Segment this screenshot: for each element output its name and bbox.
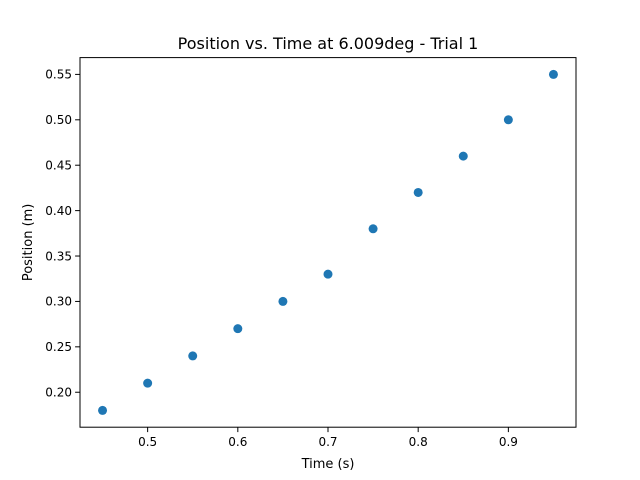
y-tick-label: 0.55: [45, 68, 72, 82]
data-point: [98, 405, 108, 415]
data-points: [98, 69, 558, 415]
x-tick-label: 0.7: [318, 435, 337, 449]
y-tick-label: 0.35: [45, 249, 72, 263]
y-tick-label: 0.45: [45, 159, 72, 173]
data-point: [143, 378, 153, 388]
y-tick-label: 0.30: [45, 295, 72, 309]
chart-title: Position vs. Time at 6.009deg - Trial 1: [178, 34, 479, 53]
x-tick-label: 0.5: [138, 435, 157, 449]
y-tick-label: 0.40: [45, 204, 72, 218]
data-point: [188, 351, 198, 361]
plot-frame: [79, 57, 577, 428]
data-point: [413, 187, 423, 197]
data-point: [503, 115, 513, 125]
data-point: [233, 324, 243, 334]
y-tick-label: 0.20: [45, 386, 72, 400]
x-tick-label: 0.9: [499, 435, 518, 449]
data-point: [548, 69, 558, 79]
y-axis-ticks: 0.20 0.25 0.30 0.35 0.40 0.45 0.50 0.55: [45, 68, 80, 400]
x-tick-label: 0.8: [409, 435, 428, 449]
data-point: [458, 151, 468, 161]
y-axis-label: Position (m): [21, 204, 36, 282]
data-point: [278, 296, 288, 306]
x-axis-label: Time (s): [301, 457, 355, 472]
y-tick-label: 0.50: [45, 113, 72, 127]
x-tick-label: 0.6: [228, 435, 247, 449]
data-point: [368, 224, 378, 234]
x-axis-ticks: 0.5 0.6 0.7 0.8 0.9: [138, 427, 518, 449]
y-tick-label: 0.25: [45, 340, 72, 354]
data-point: [323, 269, 333, 279]
